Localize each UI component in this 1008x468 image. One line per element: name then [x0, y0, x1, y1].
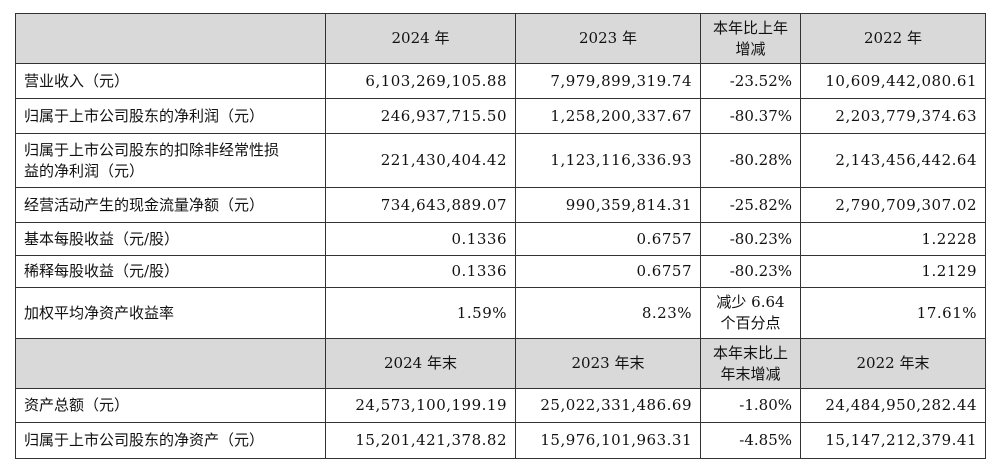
cell: 990,359,814.31 — [515, 187, 701, 223]
header-cell: 2024 年 — [325, 13, 516, 64]
cell: 1.2129 — [800, 255, 986, 288]
row-label: 归属于上市公司股东的净资产（元） — [15, 422, 326, 459]
cell: -80.23% — [700, 222, 801, 256]
cell: 1.2228 — [800, 222, 986, 256]
cell: -80.37% — [700, 98, 801, 134]
cell: 1,258,200,337.67 — [515, 98, 701, 134]
cell: 0.1336 — [325, 222, 516, 256]
cell: -1.80% — [700, 388, 801, 423]
header-cell: 2023 年 — [515, 13, 701, 64]
cell: -4.85% — [700, 422, 801, 459]
cell: -23.52% — [700, 63, 801, 99]
data-row: 归属于上市公司股东的扣除非经常性损益的净利润（元） 221,430,404.42 1… — [15, 133, 986, 188]
cell: 1,123,116,336.93 — [515, 133, 701, 188]
row-label: 资产总额（元） — [15, 388, 326, 423]
header-cell — [15, 338, 326, 389]
cell: 15,201,421,378.82 — [325, 422, 516, 459]
row-label: 加权平均净资产收益率 — [15, 287, 326, 339]
cell: 8.23% — [515, 287, 701, 339]
row-label: 归属于上市公司股东的净利润（元） — [15, 98, 326, 134]
data-row: 归属于上市公司股东的净资产（元） 15,201,421,378.82 15,976,… — [15, 422, 986, 459]
cell: 7,979,899,319.74 — [515, 63, 701, 99]
cell: 0.6757 — [515, 255, 701, 288]
header-cell — [15, 13, 326, 64]
header-cell: 2022 年 — [800, 13, 986, 64]
cell: 2,143,456,442.64 — [800, 133, 986, 188]
cell: 24,573,100,199.19 — [325, 388, 516, 423]
cell: -25.82% — [700, 187, 801, 223]
cell: 246,937,715.50 — [325, 98, 516, 134]
cell: 0.6757 — [515, 222, 701, 256]
cell: 734,643,889.07 — [325, 187, 516, 223]
data-row: 资产总额（元） 24,573,100,199.19 25,022,331,486.6… — [15, 388, 986, 423]
data-row: 经营活动产生的现金流量净额（元） 734,643,889.07 990,359,81… — [15, 187, 986, 223]
cell: 2,203,779,374.63 — [800, 98, 986, 134]
cell: 24,484,950,282.44 — [800, 388, 986, 423]
table-body: 2024 年 2023 年本年比上年增减 2022 年营业收入（元） 6,103,26… — [15, 13, 986, 459]
header-cell: 2023 年末 — [515, 338, 701, 389]
cell: 221,430,404.42 — [325, 133, 516, 188]
cell: 17.61% — [800, 287, 986, 339]
financial-table: 2024 年 2023 年本年比上年增减 2022 年营业收入（元） 6,103,26… — [15, 13, 986, 459]
header-cell: 2022 年末 — [800, 338, 986, 389]
data-row: 稀释每股收益（元/股） 0.1336 0.6757 -80.23% 1.2129 — [15, 255, 986, 288]
cell: 25,022,331,486.69 — [515, 388, 701, 423]
cell: -80.28% — [700, 133, 801, 188]
row-label: 经营活动产生的现金流量净额（元） — [15, 187, 326, 223]
cell: 减少 6.64 个百分点 — [700, 287, 801, 339]
header-row: 2024 年 2023 年本年比上年增减 2022 年 — [15, 13, 986, 64]
cell: 2,790,709,307.02 — [800, 187, 986, 223]
cell: 15,147,212,379.41 — [800, 422, 986, 459]
header-cell: 本年比上年增减 — [700, 13, 801, 64]
header-cell: 2024 年末 — [325, 338, 516, 389]
data-row: 营业收入（元） 6,103,269,105.88 7,979,899,319.74-… — [15, 63, 986, 99]
row-label: 基本每股收益（元/股） — [15, 222, 326, 256]
cell: 1.59% — [325, 287, 516, 339]
data-row: 归属于上市公司股东的净利润（元） 246,937,715.50 1,258,200,… — [15, 98, 986, 134]
row-label: 归属于上市公司股东的扣除非经常性损益的净利润（元） — [15, 133, 326, 188]
row-label: 稀释每股收益（元/股） — [15, 255, 326, 288]
data-row: 加权平均净资产收益率 1.59% 8.23% 减少 6.64 个百分点 17.61% — [15, 287, 986, 339]
cell: -80.23% — [700, 255, 801, 288]
row-label: 营业收入（元） — [15, 63, 326, 99]
header-cell: 本年末比上年末增减 — [700, 338, 801, 389]
header-row: 2024 年末 2023 年末 本年末比上年末增减 2022 年末 — [15, 338, 986, 389]
data-row: 基本每股收益（元/股） 0.1336 0.6757 -80.23% 1.2228 — [15, 222, 986, 256]
cell: 15,976,101,963.31 — [515, 422, 701, 459]
cell: 10,609,442,080.61 — [800, 63, 986, 99]
cell: 6,103,269,105.88 — [325, 63, 516, 99]
cell: 0.1336 — [325, 255, 516, 288]
